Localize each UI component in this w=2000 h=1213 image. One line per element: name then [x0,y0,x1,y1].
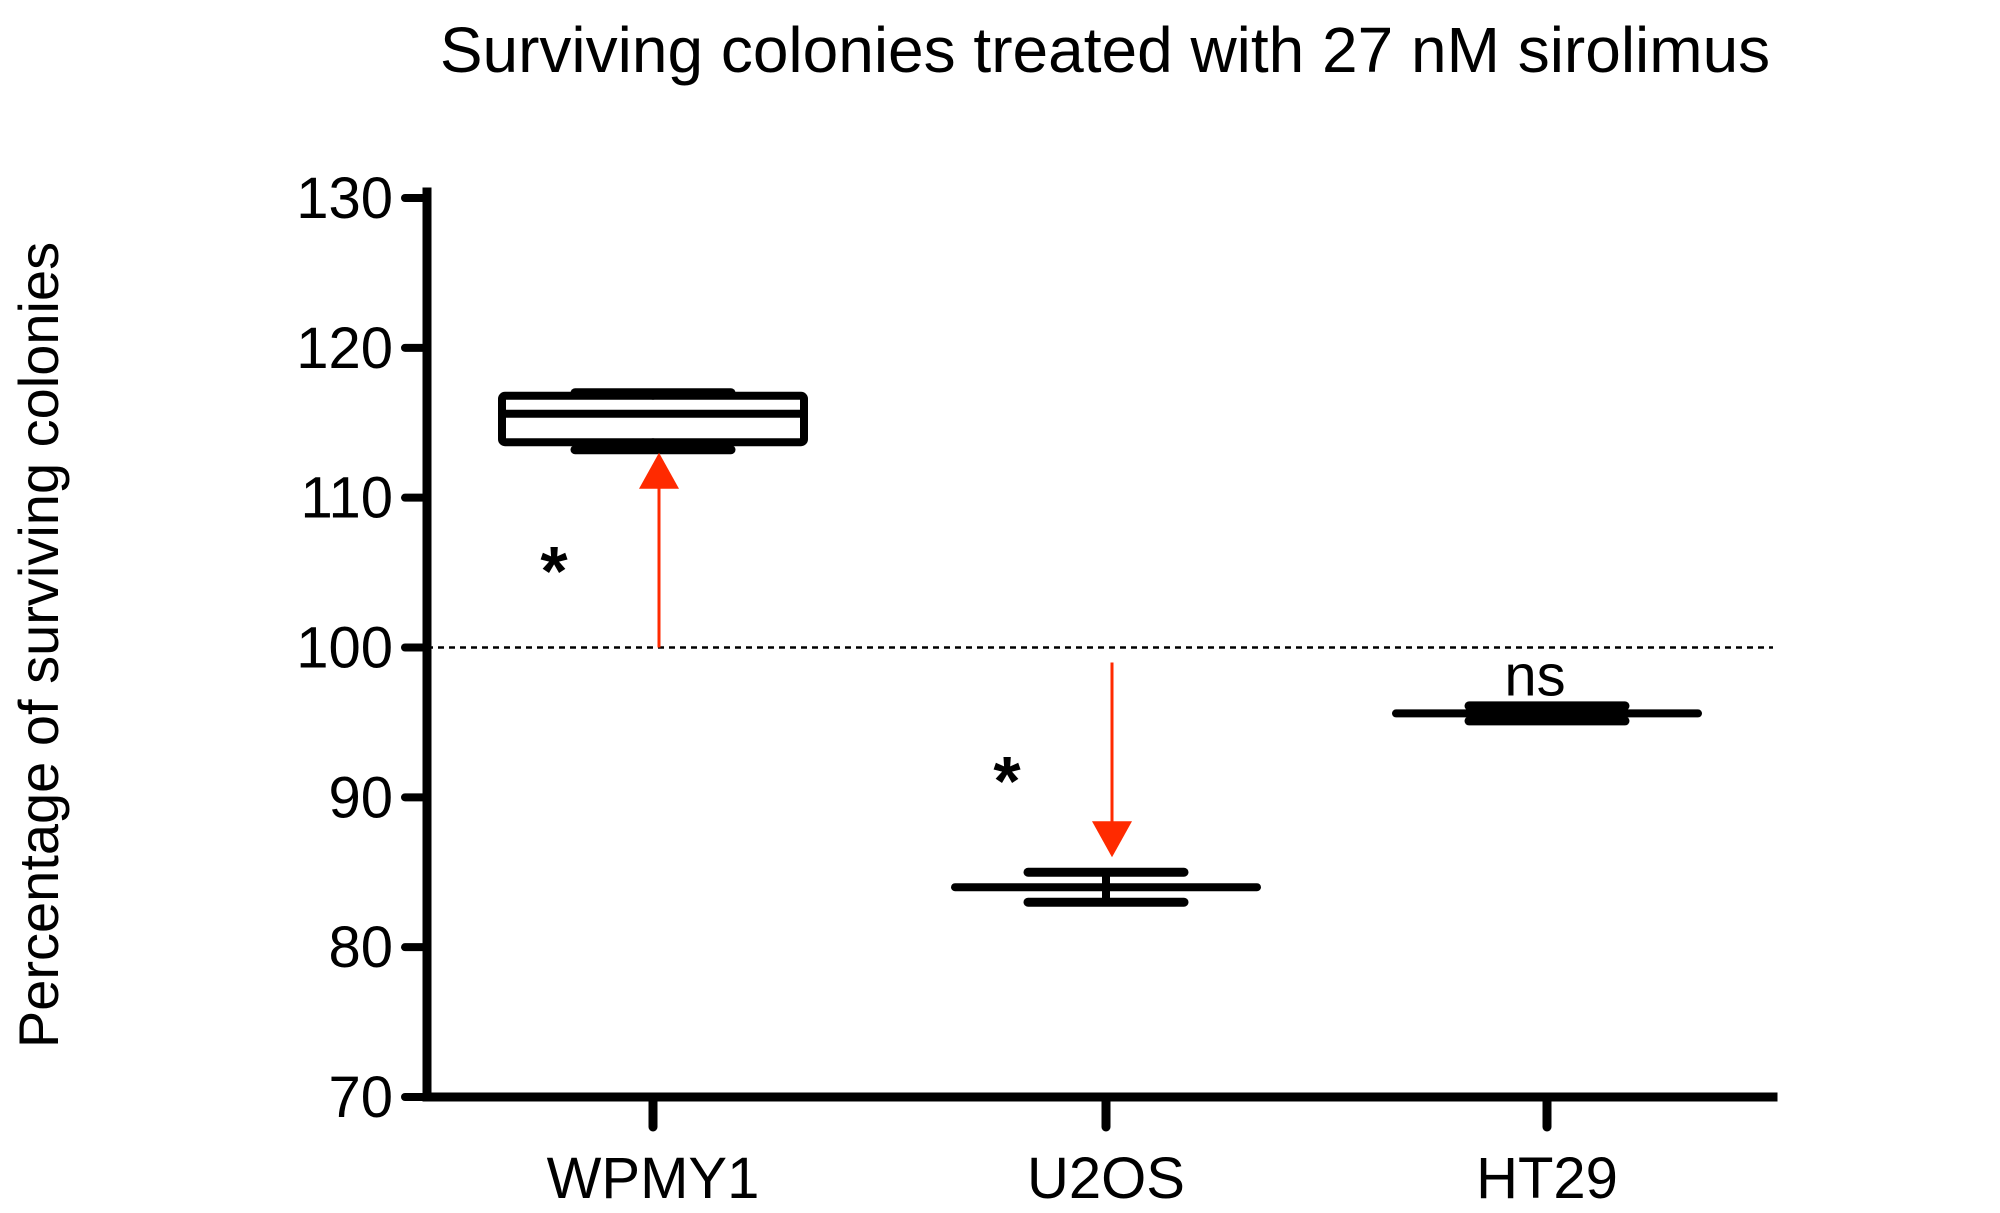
x-tick-label: WPMY1 [547,1146,760,1211]
x-tick-label: HT29 [1476,1146,1618,1211]
significance-label-ns: ns [1504,643,1565,708]
significance-arrow-head [639,452,679,489]
significance-asterisk: * [540,532,568,610]
significance-asterisk: * [993,742,1021,820]
y-tick-label: 130 [296,166,393,231]
box [498,391,808,447]
y-tick-label: 100 [296,616,393,681]
y-tick-label: 80 [328,915,393,980]
y-tick-label: 110 [301,466,393,531]
x-tick-label: U2OS [1027,1146,1185,1211]
significance-arrow-head [1092,821,1132,858]
y-axis-label: Percentage of surviving colonies [7,242,70,1048]
y-tick-label: 90 [328,765,393,830]
y-tick-label: 120 [296,316,393,381]
chart-title: Surviving colonies treated with 27 nM si… [440,14,1770,86]
whisker-band [1469,705,1625,721]
y-tick-label: 70 [328,1065,393,1130]
